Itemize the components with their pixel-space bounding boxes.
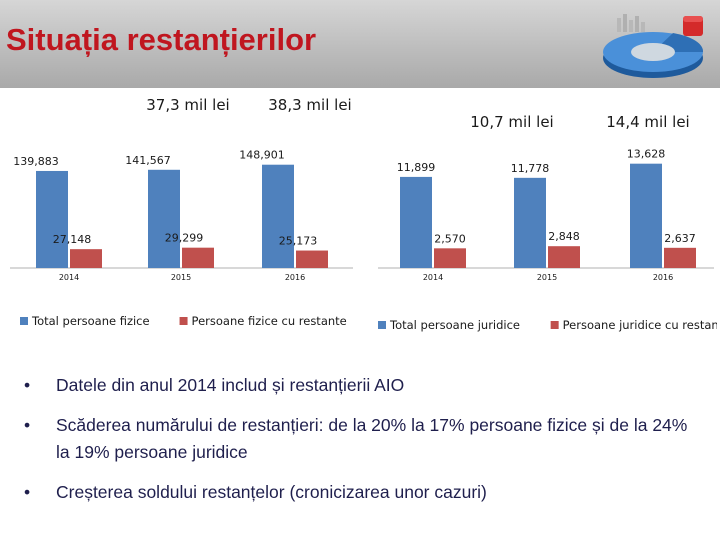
x-tick-label: 2014: [423, 273, 443, 282]
data-label: 2,637: [664, 232, 696, 245]
amount-annotation: 10,7 mil lei: [470, 113, 553, 131]
legend-label: Total persoane juridice: [389, 318, 520, 332]
bar-total-2015: [514, 177, 546, 268]
x-tick-label: 2016: [653, 273, 673, 282]
bullet-text: Creșterea soldului restanțelor (croniciz…: [56, 482, 487, 502]
legend-swatch: [179, 317, 188, 325]
bullet-text: Datele din anul 2014 includ și restanție…: [56, 375, 405, 395]
x-tick-label: 2014: [59, 273, 79, 282]
x-tick-label: 2016: [285, 273, 305, 282]
bullet-item: • Scăderea numărului de restanțieri: de l…: [24, 412, 704, 466]
bar-restante-2015: [182, 247, 214, 268]
slide-header: Situația restanțierilor: [0, 0, 720, 88]
pie-chart-logo-icon: [603, 14, 704, 78]
bullet-icon: •: [24, 415, 31, 435]
legend-swatch: [550, 321, 559, 329]
data-label: 148,901: [239, 149, 285, 162]
data-label: 11,778: [511, 162, 550, 175]
bar-restante-2015: [548, 246, 580, 268]
x-tick-label: 2015: [537, 273, 557, 282]
amount-annotation: 37,3 mil lei: [146, 96, 229, 114]
slide-title: Situația restanțierilor: [6, 22, 317, 57]
bullet-item: • Datele din anul 2014 includ și restanți…: [24, 372, 704, 399]
amount-annotation: 38,3 mil lei: [268, 96, 351, 114]
bar-restante-2016: [296, 250, 328, 268]
bullet-icon: •: [24, 375, 31, 395]
legend-label: Persoane fizice cu restante: [192, 314, 347, 328]
legend-swatch: [20, 317, 28, 325]
bullet-icon: •: [24, 482, 31, 502]
data-label: 13,628: [627, 148, 666, 161]
amount-annotation: 14,4 mil lei: [606, 113, 689, 131]
data-label: 25,173: [279, 235, 318, 248]
legend-label: Total persoane fizice: [31, 314, 150, 328]
bar-total-2015: [148, 169, 180, 268]
bar-total-2016: [262, 164, 294, 268]
legend-swatch: [378, 321, 386, 329]
bullet-text: Scăderea numărului de restanțieri: de la…: [56, 415, 688, 462]
bullet-list: • Datele din anul 2014 includ și restanți…: [24, 372, 704, 519]
legend-label: Persoane juridice cu restante: [563, 318, 717, 332]
chart-persoane-juridice: 11,899 2,570 2014 11,778 2,848 2015 13,628 2,63…: [378, 113, 717, 332]
data-label: 2,570: [434, 232, 466, 245]
bar-restante-2014: [434, 248, 466, 268]
bullet-item: • Creșterea soldului restanțelor (cronici…: [24, 479, 704, 506]
bar-restante-2016: [664, 247, 696, 268]
data-label: 27,148: [53, 233, 92, 246]
x-tick-label: 2015: [171, 273, 191, 282]
data-label: 29,299: [165, 232, 204, 245]
data-label: 11,899: [397, 161, 436, 174]
data-label: 141,567: [125, 154, 171, 167]
data-label: 139,883: [13, 155, 59, 168]
data-label: 2,848: [548, 230, 580, 243]
bar-total-2014: [400, 176, 432, 268]
chart-persoane-fizice: 139,883 27,148 2014 141,567 29,299 2015 148,90…: [10, 96, 353, 328]
bar-restante-2014: [70, 249, 102, 268]
bar-total-2014: [36, 170, 68, 268]
bar-total-2016: [630, 163, 662, 268]
